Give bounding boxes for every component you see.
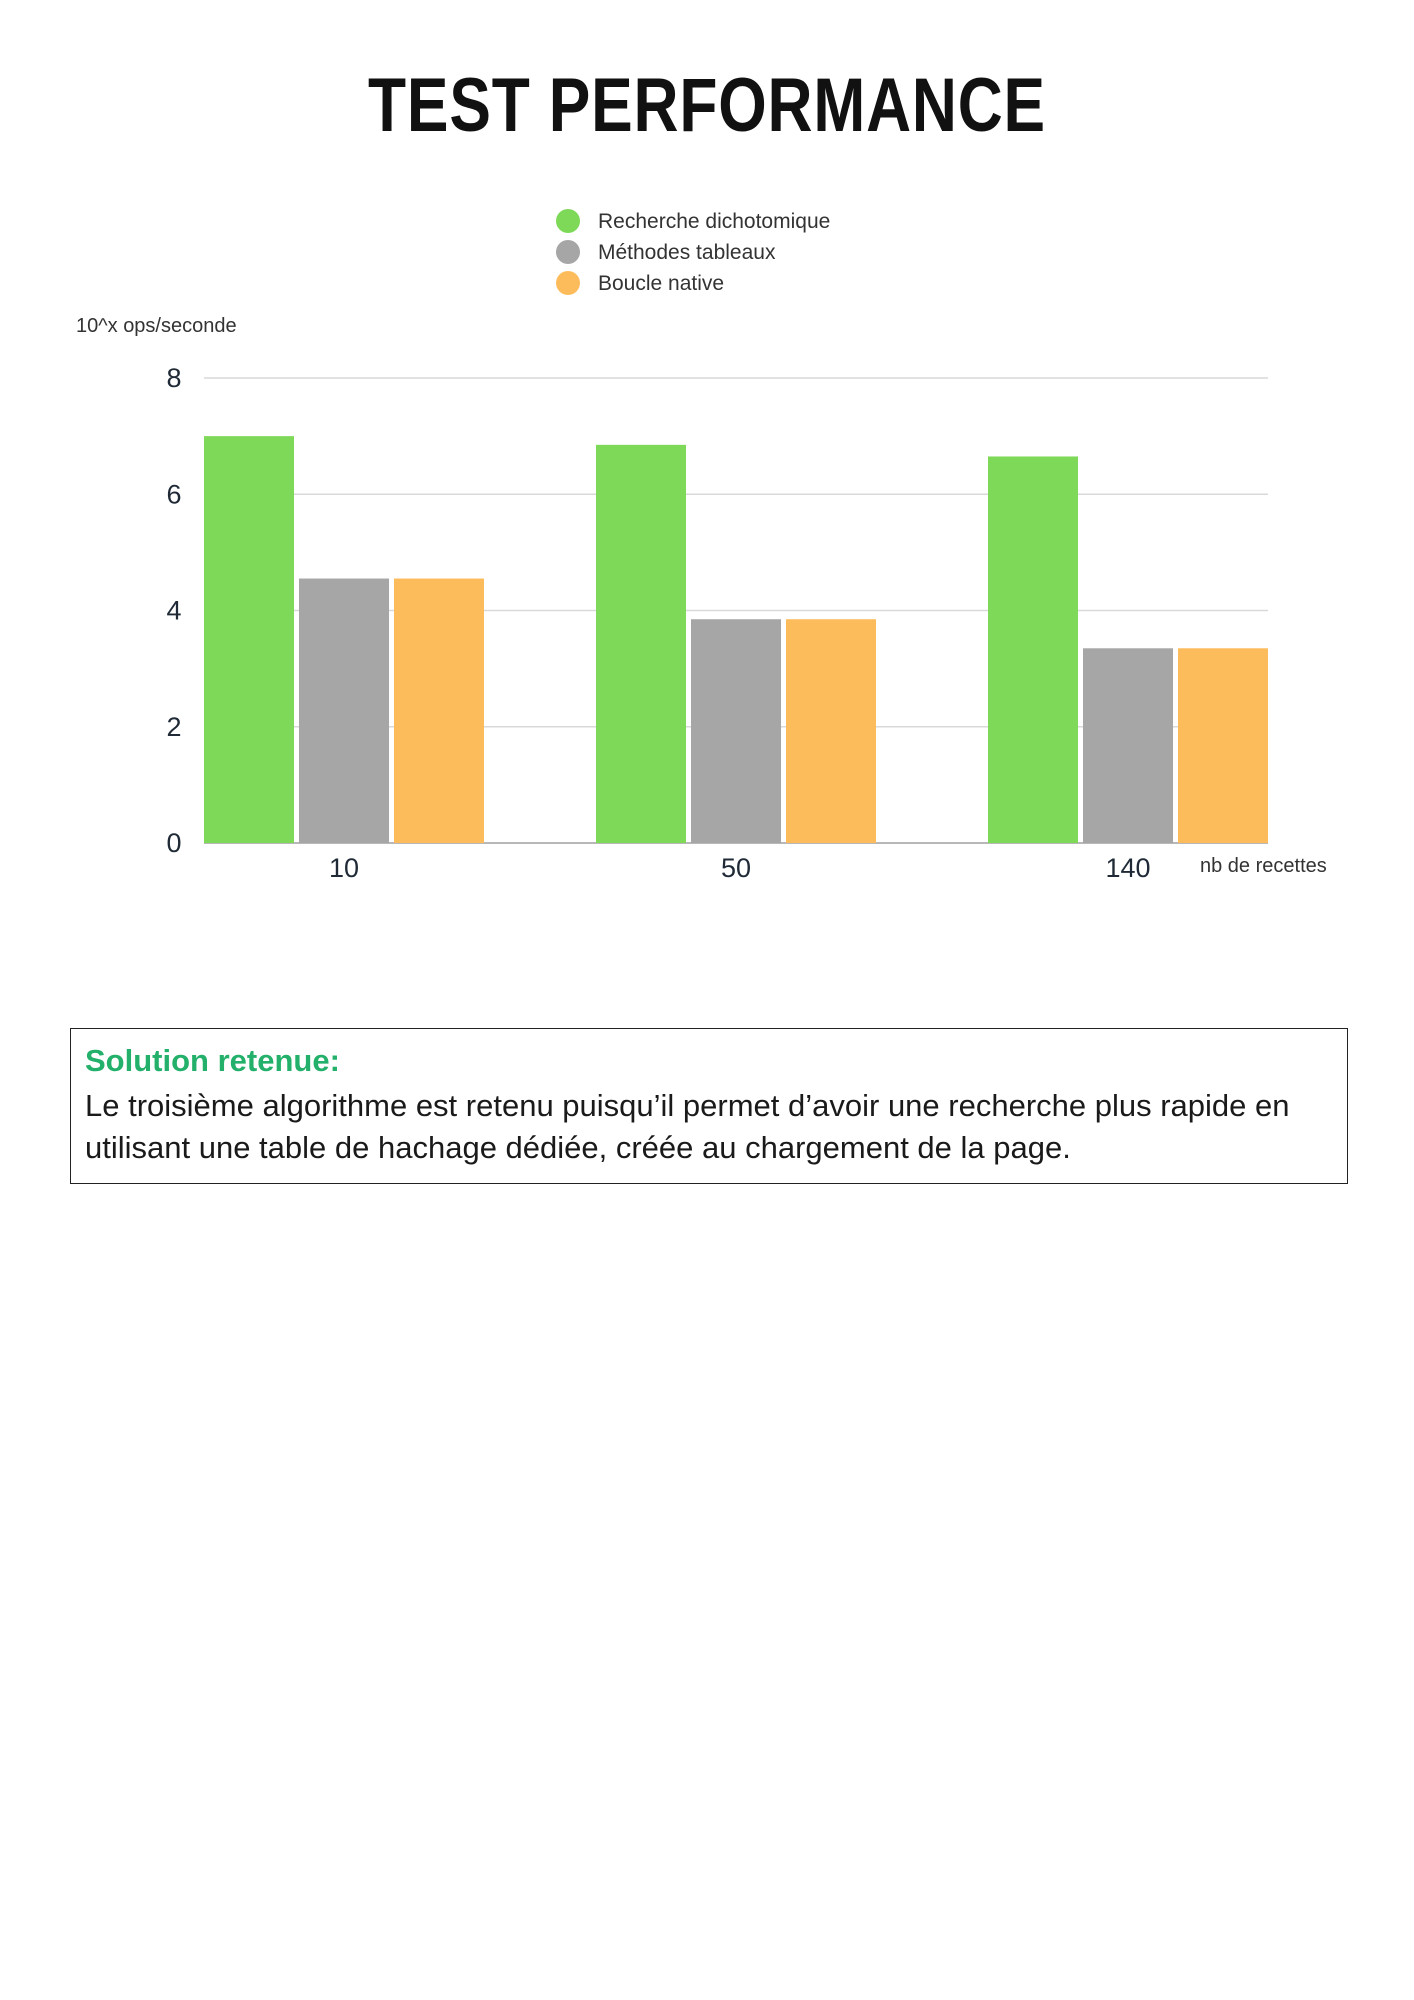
bar bbox=[596, 444, 686, 843]
x-axis-label: nb de recettes bbox=[1200, 855, 1327, 877]
bar bbox=[394, 578, 484, 843]
chart-bars bbox=[204, 436, 1268, 843]
y-tick-label: 2 bbox=[166, 712, 181, 742]
bar bbox=[299, 578, 389, 843]
bar bbox=[1178, 648, 1268, 843]
solution-heading: Solution retenue: bbox=[85, 1043, 340, 1078]
solution-box: Solution retenue: Le troisième algorithm… bbox=[70, 1028, 1348, 1184]
x-tick-label: 50 bbox=[721, 853, 751, 883]
y-tick-label: 0 bbox=[166, 828, 181, 858]
bar bbox=[204, 436, 294, 843]
bar bbox=[786, 619, 876, 843]
chart-legend: Recherche dichotomique Méthodes tableaux B… bbox=[556, 209, 830, 295]
y-axis-label: 10^x ops/seconde bbox=[76, 315, 237, 337]
bar bbox=[988, 456, 1078, 843]
legend-label: Recherche dichotomique bbox=[598, 210, 830, 233]
bar-chart: Recherche dichotomique Méthodes tableaux B… bbox=[76, 209, 1327, 883]
legend-marker bbox=[556, 240, 580, 264]
y-tick-label: 8 bbox=[166, 363, 181, 393]
x-tick-label: 140 bbox=[1105, 853, 1150, 883]
legend-label: Méthodes tableaux bbox=[598, 241, 776, 264]
page-title: TEST PERFORMANCE bbox=[368, 63, 1046, 148]
y-tick-label: 6 bbox=[166, 479, 181, 509]
y-tick-label: 4 bbox=[166, 596, 181, 626]
legend-label: Boucle native bbox=[598, 272, 724, 295]
legend-marker bbox=[556, 271, 580, 295]
legend-marker bbox=[556, 209, 580, 233]
x-tick-label: 10 bbox=[329, 853, 359, 883]
y-axis-ticks: 0 2 4 6 8 bbox=[166, 363, 181, 858]
bar bbox=[1083, 648, 1173, 843]
x-axis-ticks: 10 50 140 bbox=[329, 853, 1151, 883]
bar bbox=[691, 619, 781, 843]
solution-text: Le troisième algorithme est retenu puisq… bbox=[85, 1088, 1290, 1165]
